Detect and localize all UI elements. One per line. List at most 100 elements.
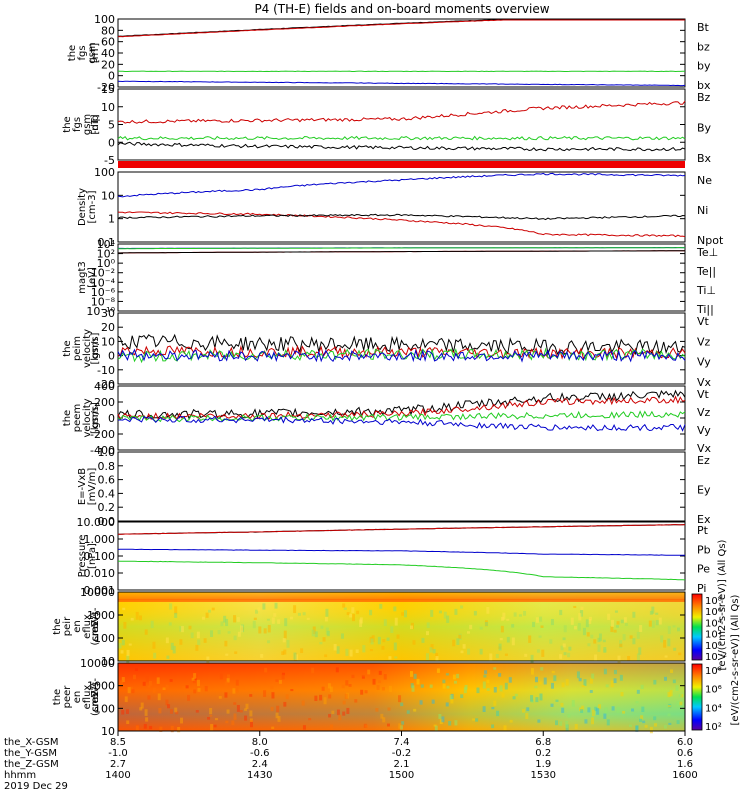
y-axis-label: [eV] [87,267,98,288]
panel-frame [117,312,686,385]
y-tick-label: 30 [101,307,115,320]
spectrogram-ions-overlay [118,592,685,661]
x-tick-hhmm: 1600 [672,770,697,781]
x-row-label: the_X-GSM [4,737,58,748]
x-tick-y: 0.6 [677,748,693,759]
y-tick-label: 0 [108,136,115,149]
panel-frame [117,521,686,591]
legend-Pe: Pe [697,563,710,576]
y-axis-label: the [62,340,73,356]
y-tick-label: -200 [90,428,115,441]
colorbar-tick: 10⁸ [705,666,722,677]
legend-Ex: Ex [697,513,711,526]
y-axis-label: sr-eV) [90,612,101,641]
series-fgs-gsm-bz [117,19,685,38]
y-tick-label: 10⁰ [97,257,116,270]
y-axis-label: the [67,45,78,61]
legend-Vz: Vz [697,406,711,419]
y-tick-label: 10 [101,335,115,348]
y-tick-label: 1000 [87,609,115,622]
legend-Vy: Vy [697,356,711,369]
colorbar-tick: 10⁶ [705,685,722,696]
legend-Bz: Bz [697,91,711,104]
y-tick-label: 0.4 [98,487,116,500]
x-tick-hhmm: 1530 [531,770,556,781]
y-tick-label: 0 [108,412,115,425]
y-axis-label: [mV/m] [87,468,98,506]
colorbar-ions [691,593,703,661]
y-tick-label: 0.8 [98,460,116,473]
panel-frame [117,385,686,451]
x-row-label: hhmm [4,770,36,781]
y-axis-label: Density [77,188,88,226]
y-axis-label: gsm [87,42,98,63]
y-tick-label: -400 [90,444,115,457]
y-axis-label: (cm2-s- [90,607,101,645]
x-tick-y: -0.2 [392,748,412,759]
y-tick-label: 1.0 [98,446,116,459]
y-axis-label: gsm [82,114,93,135]
y-tick-label: 20 [101,58,115,71]
y-axis-label: peir [62,616,73,636]
panel-frame [117,451,686,522]
y-tick-label: 1.000 [84,533,116,546]
x-row-label: 2019 Dec 29 [4,781,68,792]
colorbar-tick: 10⁻² [705,652,727,663]
y-tick-label: 100 [94,702,115,715]
panel-frame [117,243,686,312]
y-tick-label: 10⁴ [97,238,116,251]
y-tick-label: 10² [97,248,115,261]
colorbar-tick: 10² [705,630,722,641]
y-tick-label: 100 [94,13,115,26]
x-tick-hhmm: 1430 [247,770,272,781]
y-tick-label: -20 [97,378,115,391]
y-axis-label: the [62,410,73,426]
y-axis-label: eflux [82,685,93,710]
y-axis-label: E=-VxB [77,468,88,505]
y-tick-label: 10⁻¹⁰ [86,305,115,318]
colorbar-tick: 10⁴ [705,618,722,629]
panel-fgs-dsl: 15 10 5 0 -5 the fgs gsm-dip[nT] Bz By Bx [62,83,712,167]
y-tick-label: 10⁻⁸ [91,295,116,308]
x-tick-z: 1.6 [677,759,693,770]
legend-Ti||: Ti|| [696,303,714,316]
series-peim-velocity-Vx [117,348,686,363]
colorbar-tick: 10⁶ [705,607,722,618]
legend-Pb: Pb [697,543,711,556]
series-peim-velocity-Vz [117,344,686,360]
y-axis-label: peer [62,685,73,709]
x-row-label: the_Z-GSM [4,759,59,770]
colorbar-tick: 10² [705,722,722,733]
y-axis-label: fgs [72,117,83,132]
y-axis-label: en [72,691,83,704]
legend-Vt: Vt [697,388,710,401]
y-tick-label: 40 [101,47,115,60]
legend-Ni: Ni [697,204,708,217]
series-pressure-Pi [117,548,685,556]
series-density-Ne [117,211,686,238]
series-pressure-Pb [117,524,686,535]
legend-by: by [697,60,711,73]
series-fgs-dsl-Bx [117,141,686,152]
y-tick-label: 1 [108,213,115,226]
series-peem-velocity-Vx [117,415,686,432]
y-tick-label: -20 [97,81,115,94]
y-tick-label: 10 [101,725,115,738]
y-tick-label: 0.0 [98,515,116,528]
series-density-Npot [117,172,686,198]
y-axis-label: [nPa] [87,543,98,569]
y-axis-label: eV [90,620,101,633]
colorbar-label: [eV/(cm2-s-sr-eV)] (All Qs) [730,594,741,725]
panel-peir-spectrogram: 10000 1000 100 10 the peir en efluxeV(cm2-s-sr-… [52,586,686,668]
flag-bar [118,161,685,168]
y-axis-label: velocity [82,329,93,368]
legend-Pt: Pt [697,524,709,537]
x-tick-x: 8.5 [110,737,126,748]
y-axis-label: [km/s] [90,402,101,434]
y-tick-label: 10000 [80,586,115,599]
legend-Ez: Ez [697,454,710,467]
y-tick-label: 200 [94,396,115,409]
